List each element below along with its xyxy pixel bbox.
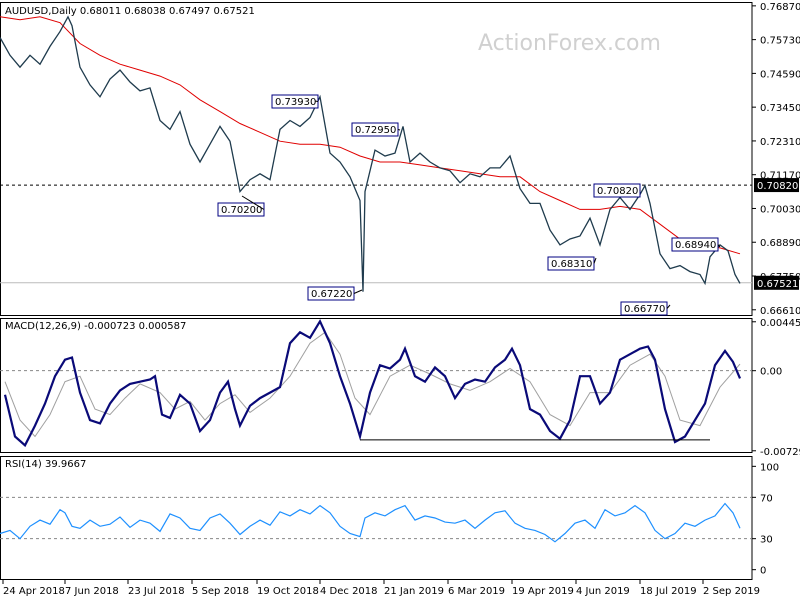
price-tick-label: 0.72310 — [760, 137, 800, 148]
macd-header: MACD(12,26,9) -0.000723 0.000587 — [5, 321, 186, 332]
rsi-tick-label: 30 — [760, 535, 773, 546]
price-tick-label: 0.73450 — [760, 103, 800, 114]
annotation-label: 0.67220 — [311, 289, 352, 300]
rsi-panel-frame — [0, 456, 753, 580]
watermark: ActionForex.com — [478, 31, 661, 56]
annotation-leader — [353, 289, 363, 294]
macd-tick-label: -0.007298 — [760, 447, 800, 458]
price-header: AUDUSD,Daily 0.68011 0.68038 0.67497 0.6… — [5, 6, 255, 17]
rsi-line — [0, 502, 741, 543]
annotation-label: 0.73930 — [275, 97, 316, 108]
x-tick-label: 7 Jun 2018 — [65, 586, 119, 597]
price-tick-label: 0.70030 — [760, 204, 800, 215]
current-price-label: 0.67521 — [757, 279, 798, 290]
x-tick-label: 5 Sep 2018 — [192, 586, 249, 597]
macd-line — [3, 318, 742, 448]
rsi-tick-label: 100 — [760, 462, 779, 473]
macd-tick-label: 0.00 — [760, 367, 782, 378]
annotation-leader — [314, 100, 319, 102]
level-badge-label: 0.70820 — [757, 181, 798, 192]
annotation-leader — [241, 195, 265, 210]
price-tick-label: 0.76870 — [760, 2, 800, 13]
annotation-label: 0.70820 — [597, 186, 638, 197]
price-tick-label: 0.71170 — [760, 171, 800, 182]
macd-panel-frame — [0, 318, 753, 453]
annotation-leader — [717, 244, 721, 248]
annotation-label: 0.72950 — [355, 125, 396, 136]
price-panel-frame — [0, 2, 753, 316]
x-tick-label: 6 Mar 2019 — [448, 586, 505, 597]
price-tick-label: 0.66610 — [760, 306, 800, 317]
annotation-label: 0.66770 — [624, 304, 665, 315]
current-price-badge — [754, 275, 799, 290]
x-tick-label: 24 Apr 2018 — [3, 586, 65, 597]
x-tick-label: 4 Dec 2018 — [320, 586, 378, 597]
annotation-label: 0.68310 — [551, 259, 592, 270]
macd-tick-label: 0.004456 — [760, 318, 800, 329]
price-tick-label: 0.68890 — [760, 238, 800, 249]
price-line — [0, 15, 741, 292]
rsi-tick-label: 0 — [760, 566, 766, 577]
rsi-header: RSI(14) 39.9667 — [5, 459, 86, 470]
annotation-label: 0.70200 — [221, 205, 262, 216]
x-tick-label: 4 Jun 2019 — [576, 586, 630, 597]
x-tick-label: 23 Jul 2018 — [128, 586, 185, 597]
level-badge — [754, 178, 799, 193]
x-tick-label: 18 Jul 2019 — [640, 586, 697, 597]
rsi-tick-label: 70 — [760, 493, 773, 504]
price-tick-label: 0.75730 — [760, 36, 800, 47]
annotation-leader — [397, 129, 401, 131]
x-tick-label: 2 Sep 2019 — [703, 586, 760, 597]
price-tick-label: 0.74590 — [760, 69, 800, 80]
x-tick-label: 19 Oct 2018 — [257, 586, 319, 597]
x-tick-label: 21 Jan 2019 — [384, 586, 444, 597]
x-tick-label: 19 Apr 2019 — [512, 586, 574, 597]
annotation-leader — [666, 304, 671, 309]
annotation-label: 0.68940 — [675, 240, 716, 251]
ma-line — [0, 16, 741, 255]
annotation-leader — [593, 257, 597, 264]
